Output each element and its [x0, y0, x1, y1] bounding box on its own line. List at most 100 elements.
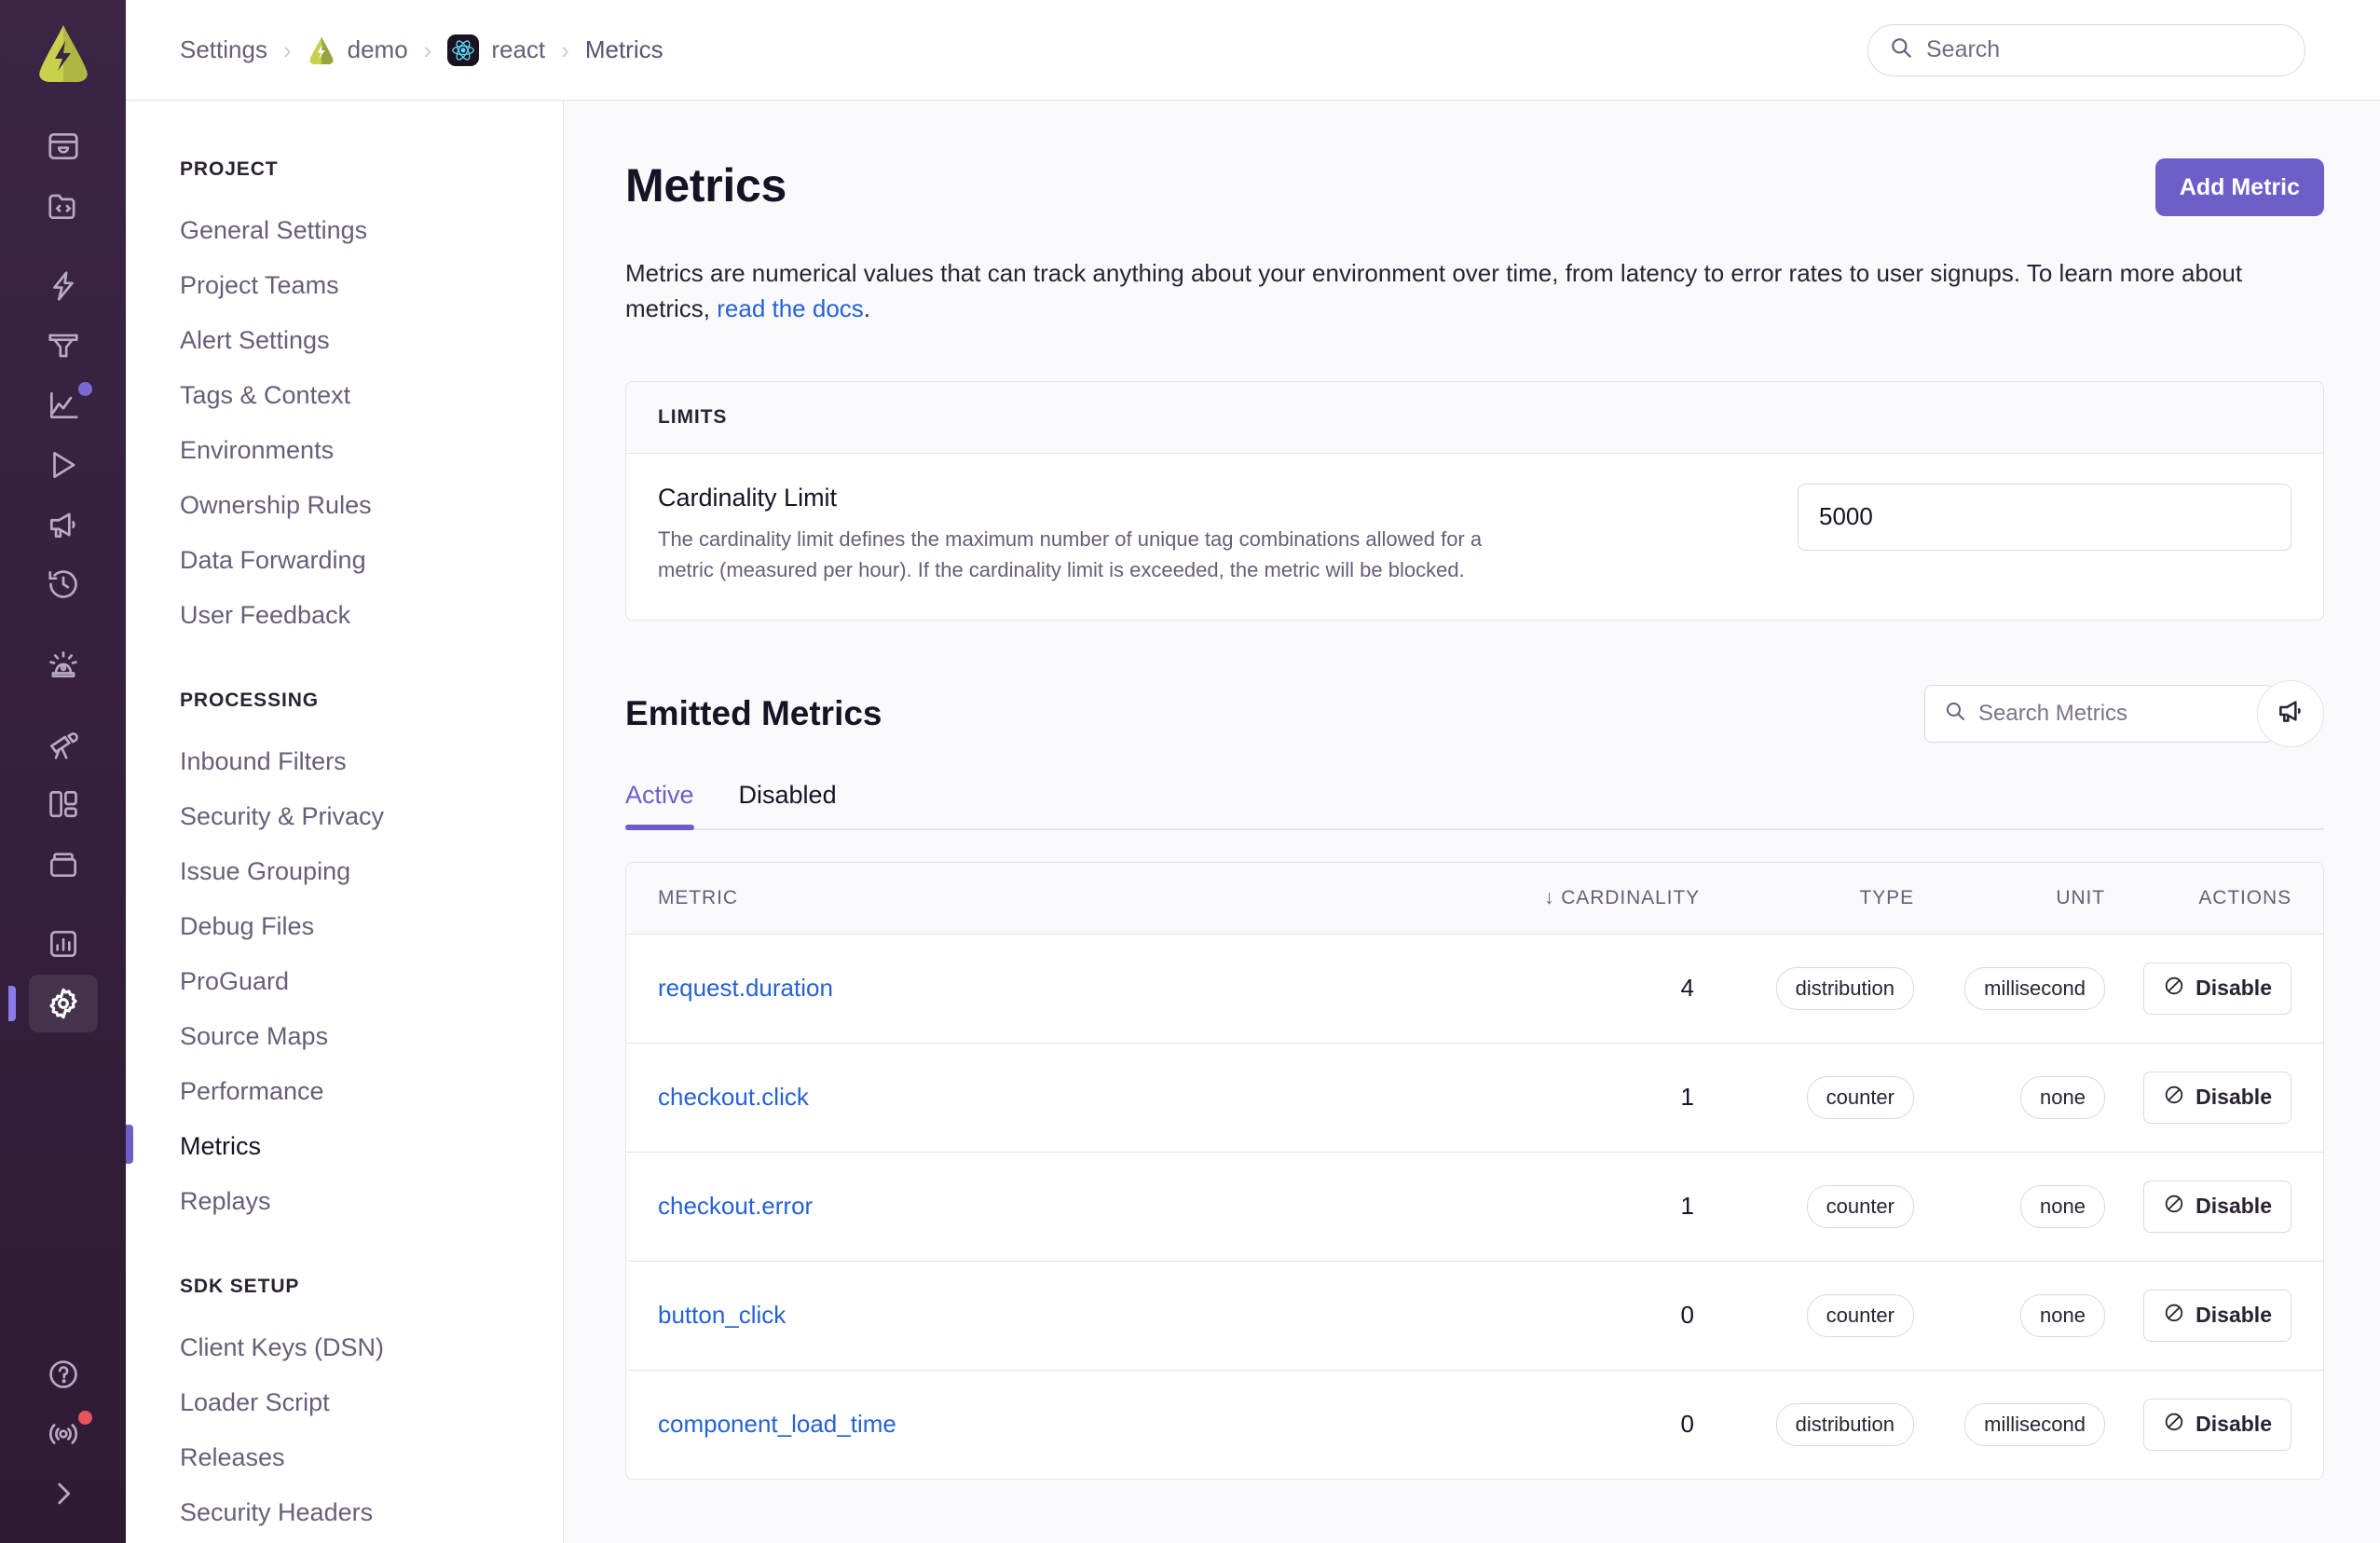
tab-disabled[interactable]: Disabled — [738, 780, 837, 809]
sidebar-item-alerts[interactable] — [29, 635, 98, 693]
column-header-cardinality[interactable]: ↓ CARDINALITY — [1523, 887, 1700, 909]
emitted-metrics-tools — [1924, 679, 2324, 747]
code-folder-icon — [46, 188, 81, 224]
column-header-metric[interactable]: METRIC — [658, 886, 738, 908]
sidebar-item-releases[interactable]: Releases — [180, 1443, 285, 1471]
funnel-icon — [46, 328, 81, 363]
inbox-icon — [46, 129, 81, 164]
page-description: Metrics are numerical values that can tr… — [625, 255, 2312, 327]
sidebar-item-security-headers[interactable]: Security Headers — [180, 1498, 374, 1526]
metric-search-input[interactable] — [1978, 700, 2254, 727]
sidebar-item-metrics[interactable]: Metrics — [126, 1119, 563, 1174]
sidebar-item-user-feedback[interactable]: User Feedback — [180, 601, 351, 629]
sidebar-item-performance[interactable] — [29, 257, 98, 315]
sidebar-item-client-keys[interactable]: Client Keys (DSN) — [180, 1333, 385, 1361]
layout-icon — [46, 786, 81, 822]
sidebar-item-proguard[interactable]: ProGuard — [180, 967, 290, 995]
sidebar-item-stats[interactable] — [29, 915, 98, 973]
emitted-metrics-header: Emitted Metrics — [625, 679, 2324, 747]
sidebar-item-inbound-filters[interactable]: Inbound Filters — [180, 747, 347, 775]
sidebar-item-releases[interactable] — [29, 555, 98, 613]
feedback-button[interactable] — [2257, 679, 2324, 747]
telescope-icon — [46, 727, 81, 762]
sidebar-item-crons[interactable] — [29, 317, 98, 375]
sidebar-item-security-privacy[interactable]: Security & Privacy — [180, 802, 385, 830]
block-circle-icon — [2163, 1084, 2185, 1112]
column-header-unit[interactable]: UNIT — [2056, 886, 2105, 908]
table-row: request.duration 4 distribution millisec… — [626, 935, 2323, 1044]
read-the-docs-link[interactable]: read the docs — [717, 294, 864, 323]
sidebar-item-dashboard-grid[interactable] — [29, 775, 98, 833]
sidebar-item-loader-script[interactable]: Loader Script — [180, 1388, 330, 1416]
breadcrumb: Settings › demo › — [180, 34, 1867, 66]
help-button[interactable] — [29, 1345, 98, 1403]
expand-sidebar-button[interactable] — [29, 1465, 98, 1523]
sidebar-item-dashboards[interactable] — [29, 376, 98, 434]
breadcrumb-item-project[interactable]: react — [447, 34, 545, 66]
cardinality-limit-input[interactable] — [1798, 483, 2291, 551]
sidebar-item-user-feedback[interactable] — [29, 496, 98, 553]
disable-button[interactable]: Disable — [2143, 1398, 2291, 1451]
sidebar-item-tags-context[interactable]: Tags & Context — [180, 381, 351, 409]
sidebar-item-source-maps[interactable]: Source Maps — [180, 1022, 329, 1050]
metric-search[interactable] — [1924, 684, 2274, 743]
table-row: button_click 0 counter none Disable — [626, 1262, 2323, 1371]
limits-panel: LIMITS Cardinality Limit The cardinality… — [625, 380, 2324, 621]
block-circle-icon — [2163, 1411, 2185, 1439]
table-row: checkout.error 1 counter none Disable — [626, 1153, 2323, 1262]
metric-link[interactable]: button_click — [658, 1301, 786, 1330]
search-input[interactable] — [1926, 36, 2284, 63]
sidebar-item-discover[interactable] — [29, 716, 98, 773]
sidebar-item-replays[interactable] — [29, 436, 98, 494]
broadcast-icon — [46, 1416, 81, 1452]
sidebar-item-monitors[interactable] — [29, 835, 98, 893]
sidebar-item-data-forwarding[interactable]: Data Forwarding — [180, 546, 366, 574]
sidebar-item-general-settings[interactable]: General Settings — [180, 216, 368, 244]
broadcasts-button[interactable] — [29, 1405, 98, 1463]
column-header-type[interactable]: TYPE — [1859, 886, 1914, 908]
breadcrumb-label: Settings — [180, 35, 267, 63]
disable-button-label: Disable — [2195, 976, 2272, 1001]
sidebar-item-project-teams[interactable]: Project Teams — [180, 271, 339, 299]
sidebar-item-environments[interactable]: Environments — [180, 436, 335, 464]
emitted-metrics-title: Emitted Metrics — [625, 693, 882, 732]
sidebar-item-issues[interactable] — [29, 117, 98, 175]
metric-link[interactable]: checkout.click — [658, 1083, 809, 1112]
add-metric-button[interactable]: Add Metric — [2154, 158, 2324, 216]
disable-button[interactable]: Disable — [2143, 962, 2291, 1015]
metrics-table: METRIC ↓ CARDINALITY TYPE UNIT ACTIONS r… — [625, 861, 2324, 1480]
metric-link[interactable]: component_load_time — [658, 1410, 896, 1439]
unit-badge: millisecond — [1964, 966, 2105, 1010]
metric-link[interactable]: request.duration — [658, 974, 833, 1003]
sidebar-item-alert-settings[interactable]: Alert Settings — [180, 326, 330, 354]
settings-sidebar: PROJECT General Settings Project Teams A… — [126, 101, 564, 1543]
breadcrumb-label: Metrics — [584, 35, 663, 63]
sidebar-item-projects[interactable] — [29, 177, 98, 235]
sentry-logo-icon[interactable] — [31, 20, 96, 86]
main-column: Settings › demo › — [126, 0, 2380, 1543]
sidebar-item-settings[interactable] — [7, 975, 98, 1032]
sidebar-item-issue-grouping[interactable]: Issue Grouping — [180, 857, 351, 885]
sidebar-item-replays[interactable]: Replays — [180, 1187, 271, 1215]
sidebar-item-debug-files[interactable]: Debug Files — [180, 912, 315, 940]
tab-active[interactable]: Active — [625, 781, 694, 830]
metric-link[interactable]: checkout.error — [658, 1192, 814, 1221]
disable-button[interactable]: Disable — [2143, 1180, 2291, 1233]
disable-button[interactable]: Disable — [2143, 1289, 2291, 1342]
column-header-actions: ACTIONS — [2198, 886, 2291, 908]
disable-button-label: Disable — [2195, 1303, 2272, 1328]
sidebar-item-performance[interactable]: Performance — [180, 1077, 324, 1105]
breadcrumb-item-settings[interactable]: Settings — [180, 35, 267, 64]
global-search[interactable] — [1867, 23, 2305, 76]
disable-button[interactable]: Disable — [2143, 1071, 2291, 1124]
type-badge: distribution — [1775, 966, 1914, 1010]
sidebar-item-ownership-rules[interactable]: Ownership Rules — [180, 491, 372, 519]
block-circle-icon — [2163, 975, 2185, 1003]
disable-button-label: Disable — [2195, 1194, 2272, 1219]
nav-section-heading-sdk-setup: SDK SETUP — [180, 1276, 300, 1297]
chevron-right-icon — [48, 1478, 79, 1509]
unit-badge: none — [2020, 1184, 2105, 1228]
breadcrumb-item-org[interactable]: demo — [308, 35, 408, 65]
question-circle-icon — [46, 1357, 81, 1392]
